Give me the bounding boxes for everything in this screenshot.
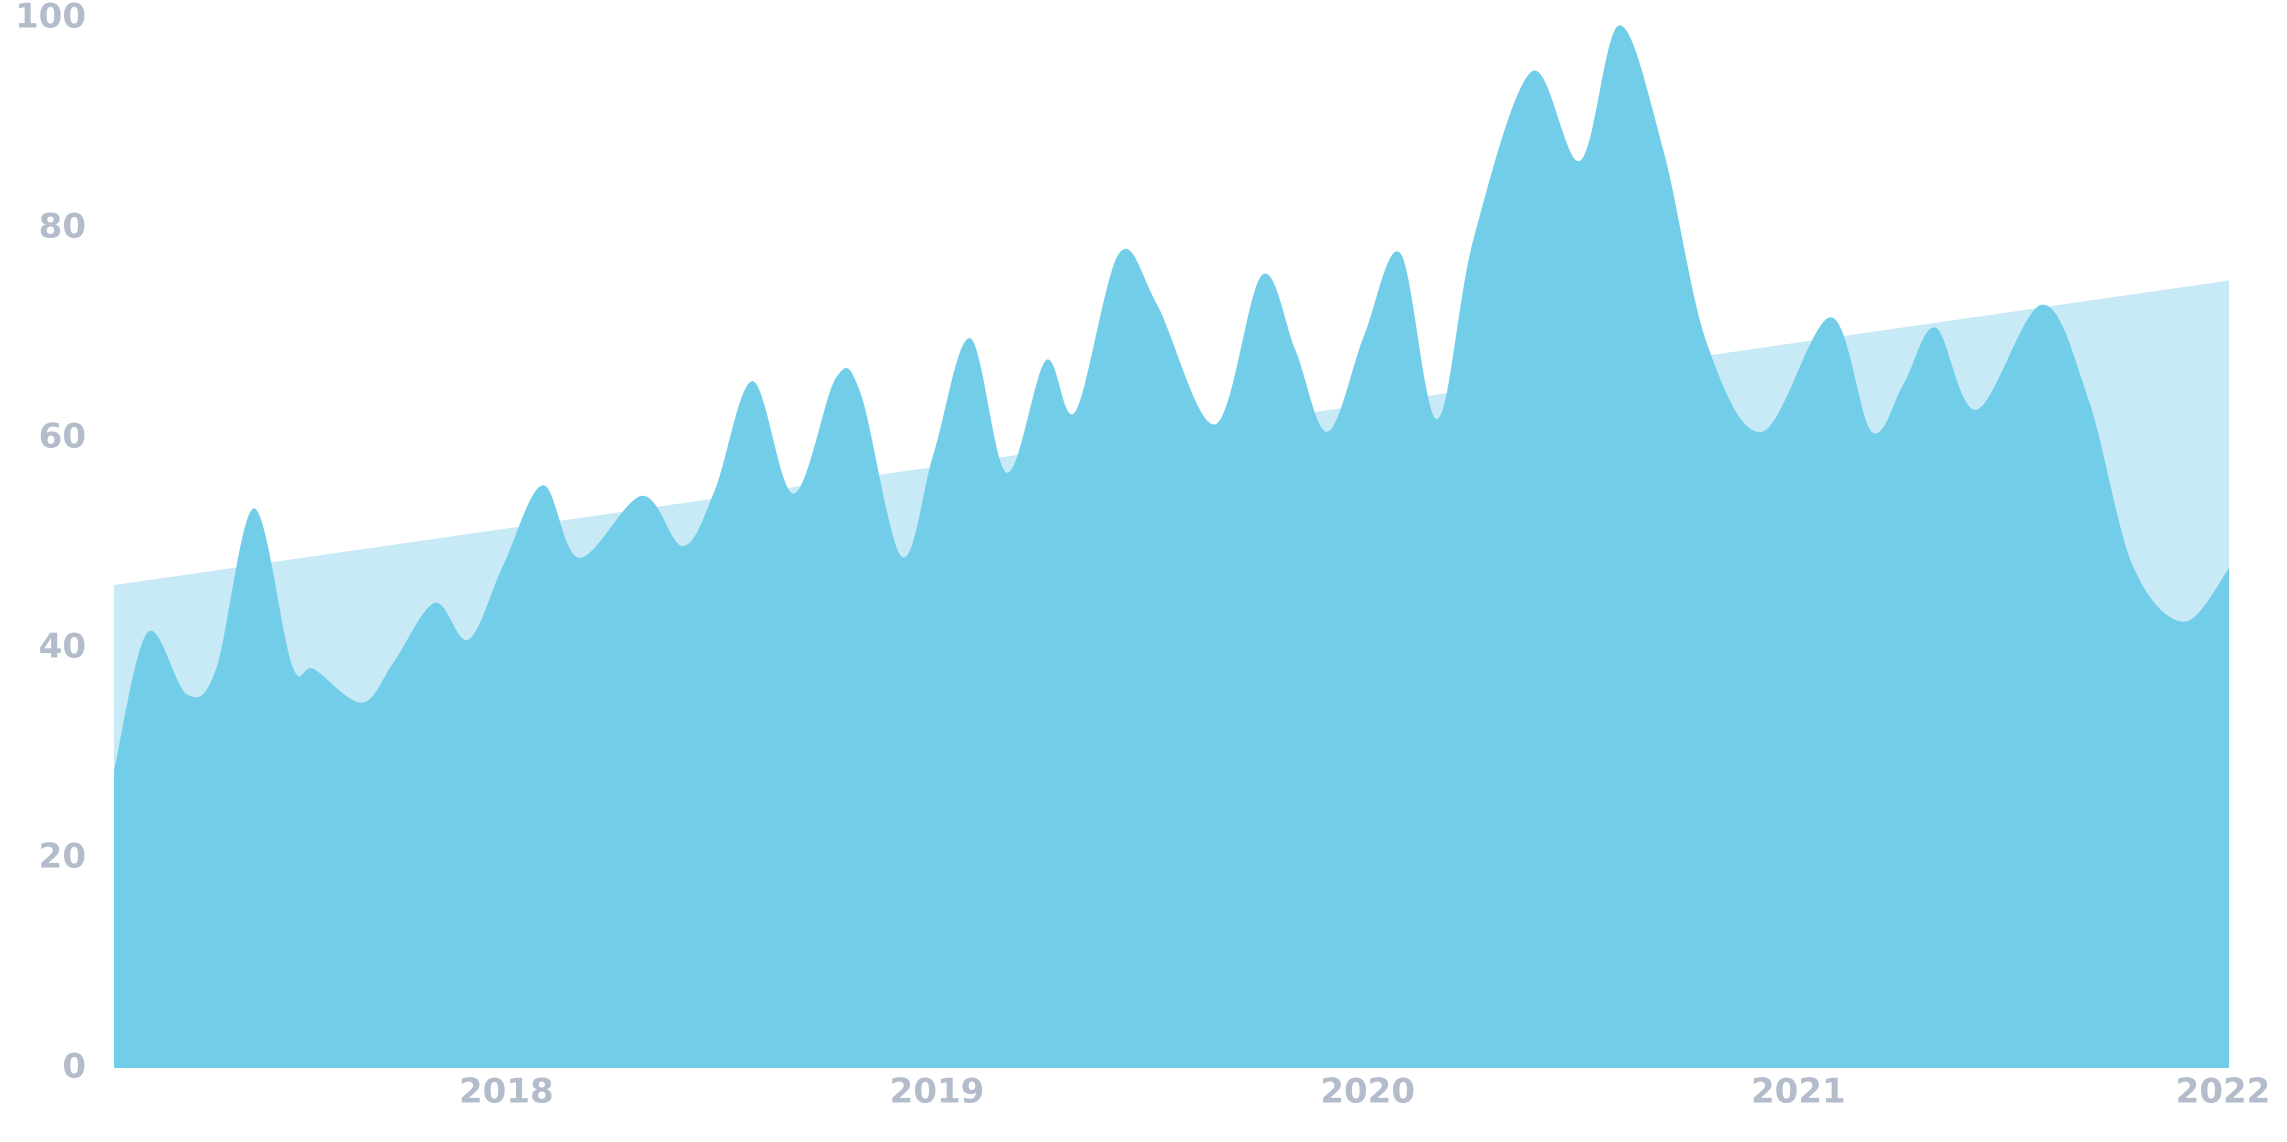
y-tick-label: 20 [39, 837, 86, 877]
x-tick-label: 2021 [1751, 1072, 1846, 1112]
x-tick-label: 2020 [1320, 1072, 1415, 1112]
x-tick-label: 2019 [890, 1072, 985, 1112]
y-tick-label: 100 [15, 0, 86, 37]
y-tick-label: 60 [39, 417, 86, 457]
x-tick-label: 2018 [459, 1072, 554, 1112]
x-tick-label: 2022 [2176, 1072, 2271, 1112]
y-tick-label: 40 [39, 627, 86, 667]
y-tick-label: 0 [62, 1047, 86, 1087]
area [114, 25, 2229, 1068]
y-tick-label: 80 [39, 207, 86, 247]
